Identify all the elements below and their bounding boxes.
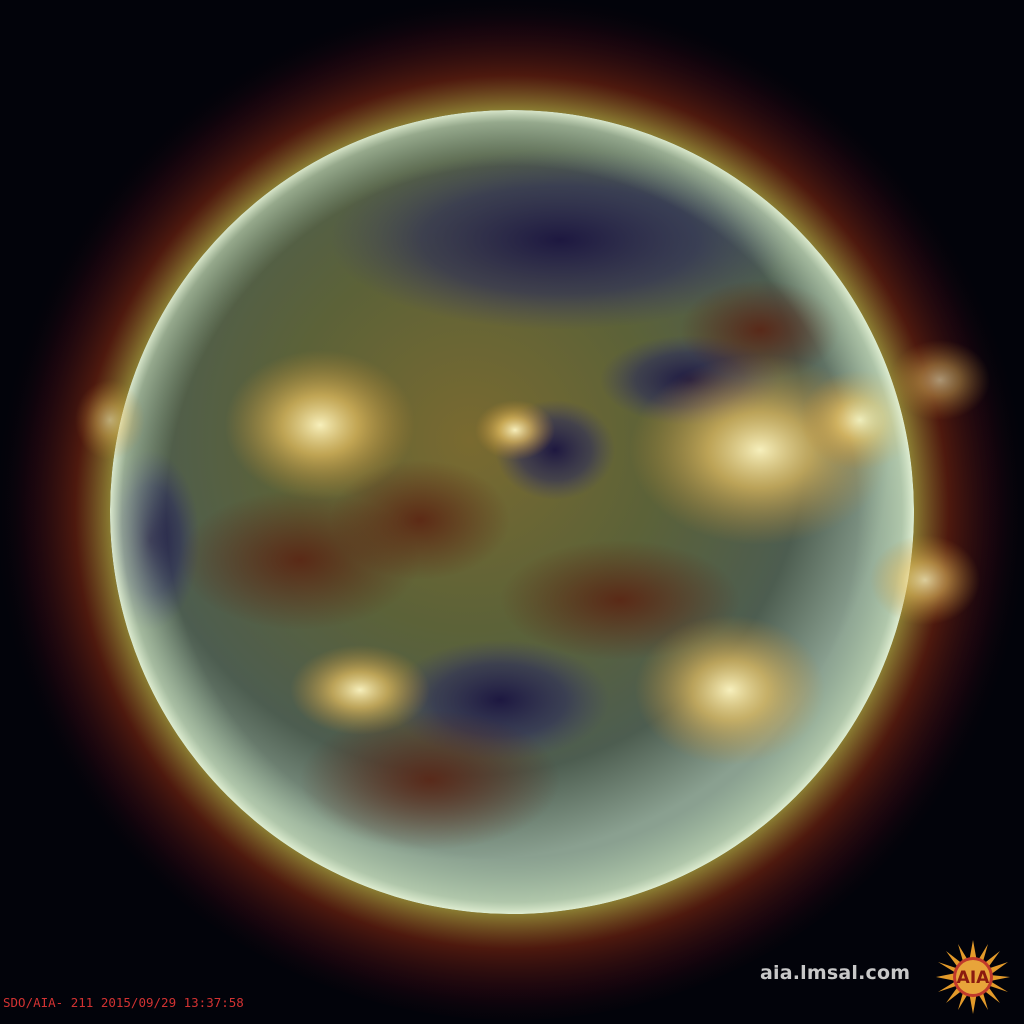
solar-disk — [110, 110, 914, 914]
caption-211: SDO/AIA- 211 2015/09/29 13:37:58 — [3, 995, 244, 1010]
instrument-captions: SDO/AIA- 211 2015/09/29 13:37:58 SDO/AIA… — [3, 955, 244, 1024]
logo-label: AIA — [957, 968, 990, 988]
aia-logo-icon: AIA — [936, 940, 1010, 1014]
website-label: aia.lmsal.com — [760, 962, 911, 984]
